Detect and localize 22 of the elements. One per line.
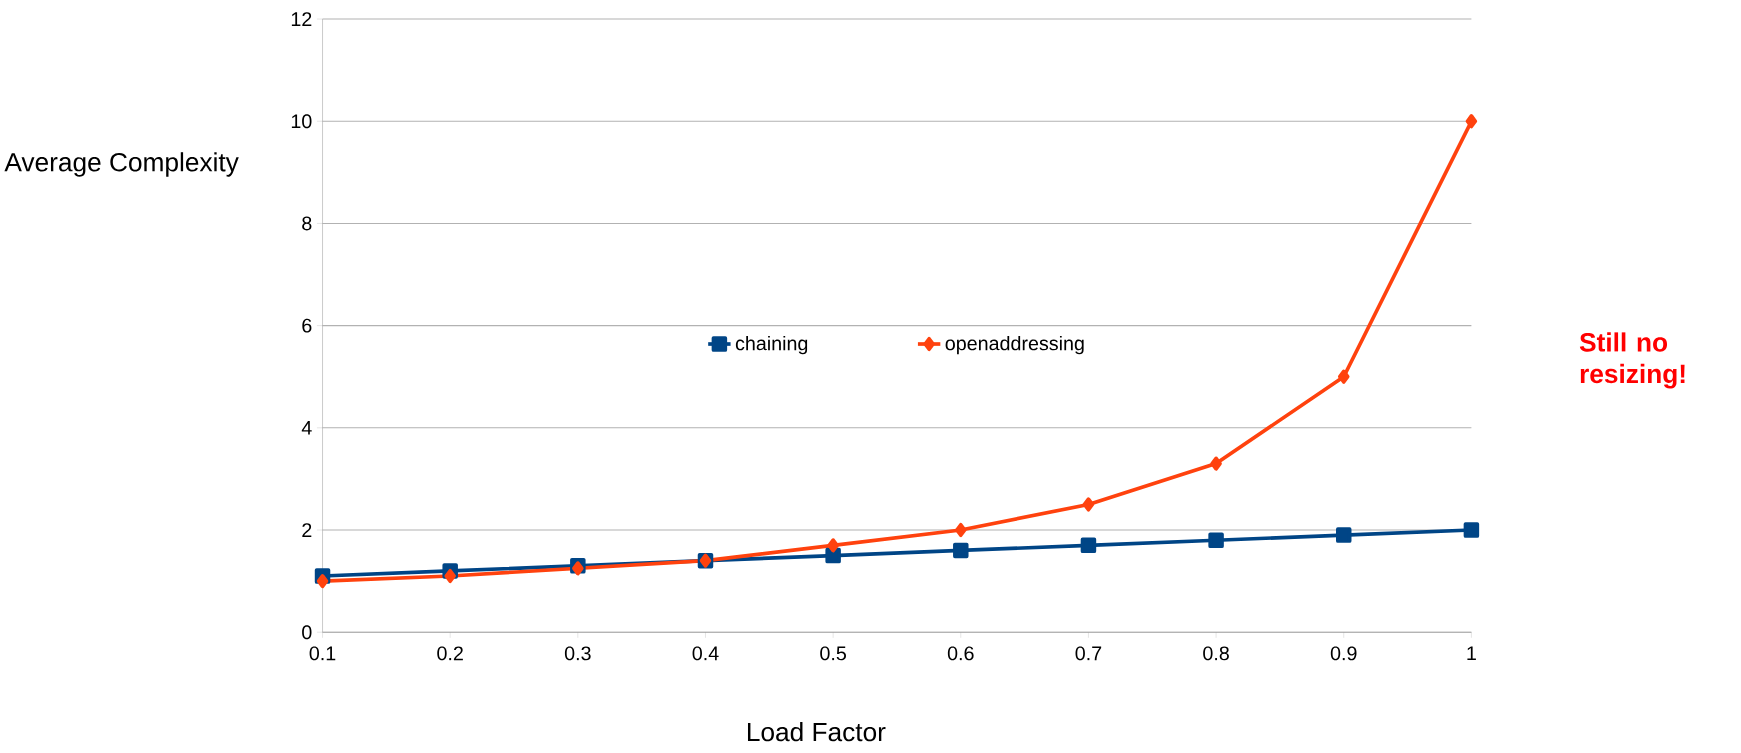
y-axis-title: Average Complexity (4, 152, 239, 177)
legend-label: openaddressing (945, 335, 1084, 355)
x-tick-label: 0.7 (1075, 646, 1102, 661)
y-tick-label: 0 (302, 625, 312, 640)
x-tick-label: 0.9 (1330, 646, 1357, 661)
x-tick-label: 0.4 (692, 646, 719, 661)
x-axis-title: Load Factor (747, 721, 886, 742)
x-tick-label: 0.3 (564, 646, 591, 661)
x-tick-label: 0.2 (437, 646, 463, 661)
y-tick-label: 8 (302, 216, 312, 231)
y-tick-label: 4 (301, 420, 312, 435)
x-tick-label: 0.1 (309, 646, 336, 661)
y-tick-label: 12 (291, 12, 312, 26)
y-tick-label: 2 (302, 522, 312, 537)
x-tick-label: 0.6 (947, 646, 974, 661)
y-tick-label: 6 (302, 318, 312, 333)
x-tick-label: 0.5 (820, 646, 847, 661)
y-tick-label: 10 (291, 114, 312, 129)
x-tick-label: 1 (1467, 646, 1476, 660)
text: Still no resizing! (1579, 332, 1685, 389)
legend-label: chaining (735, 335, 808, 355)
x-tick-label: 0.8 (1203, 646, 1229, 661)
